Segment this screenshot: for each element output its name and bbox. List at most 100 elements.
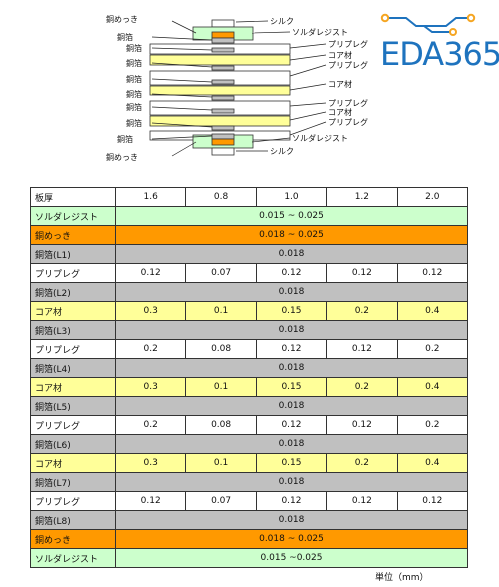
row-label: 銅箔(L5) <box>30 396 116 416</box>
stackup-drawing <box>149 19 327 157</box>
table-row: コア材 0.3 0.1 0.15 0.2 0.4 <box>30 377 469 397</box>
table-row: プリプレグ 0.12 0.07 0.12 0.12 0.12 <box>30 491 469 511</box>
row-label: 銅箔(L7) <box>30 472 116 492</box>
row-value: 0.12 <box>114 491 187 511</box>
label-copper-foil: 銅箔 <box>126 119 142 128</box>
row-value: 0.3 <box>114 301 187 321</box>
row-value: 0.4 <box>396 453 469 473</box>
table-row: 銅箔(L1) 0.018 <box>30 244 468 264</box>
table-row: 銅めっき 0.018 ~ 0.025 <box>30 529 468 549</box>
table-row: コア材 0.3 0.1 0.15 0.2 0.4 <box>30 301 469 321</box>
header-col: 0.8 <box>185 187 257 207</box>
row-value: 0.015 ~0.025 <box>115 548 468 568</box>
table-row: ソルダレジスト 0.015 ~0.025 <box>30 548 468 568</box>
table-row: 銅箔(L8) 0.018 <box>30 510 468 530</box>
table-row: 銅箔(L7) 0.018 <box>30 472 468 492</box>
header-col: 1.0 <box>255 187 328 207</box>
header-col: 1.2 <box>326 187 398 207</box>
table-row: コア材 0.3 0.1 0.15 0.2 0.4 <box>30 453 469 473</box>
label-prepreg: プリプレグ <box>328 40 368 49</box>
label-core: コア材 <box>328 51 352 60</box>
stackup-diagram: 銅めっき 銅箔 銅箔 銅箔 銅箔 銅箔 銅箔 銅箔 銅箔 銅めっき シルク ソル… <box>0 0 499 180</box>
row-label: コア材 <box>30 301 116 321</box>
table-row: 銅箔(L3) 0.018 <box>30 320 468 340</box>
label-prepreg: プリプレグ <box>328 118 368 127</box>
row-label: 銅箔(L4) <box>30 358 116 378</box>
table-row: プリプレグ 0.2 0.08 0.12 0.12 0.2 <box>30 339 469 359</box>
label-silk-top: シルク <box>270 17 294 26</box>
row-label: ソルダレジスト <box>30 206 116 226</box>
label-copper-foil: 銅箔 <box>126 90 142 99</box>
row-label: 銅めっき <box>30 225 116 245</box>
table-row: プリプレグ 0.12 0.07 0.12 0.12 0.12 <box>30 263 469 283</box>
eda365-logo <box>376 8 494 78</box>
table-row: 銅箔(L6) 0.018 <box>30 434 468 454</box>
row-value: 0.15 <box>255 377 328 397</box>
label-silk-bottom: シルク <box>270 147 294 156</box>
label-copper-foil: 銅箔 <box>117 135 133 144</box>
row-value: 0.018 <box>115 434 468 454</box>
row-value: 0.018 <box>115 320 468 340</box>
row-label: 銅箔(L1) <box>30 244 116 264</box>
row-value: 0.3 <box>114 453 187 473</box>
row-label: 銅箔(L3) <box>30 320 116 340</box>
row-value: 0.4 <box>396 377 469 397</box>
row-label: コア材 <box>30 377 116 397</box>
label-core: コア材 <box>328 108 352 117</box>
row-value: 0.018 <box>115 510 468 530</box>
label-copper-foil: 銅箔 <box>126 44 142 53</box>
row-label: プリプレグ <box>30 491 116 511</box>
table-row: ソルダレジスト 0.015 ~ 0.025 <box>30 206 468 226</box>
label-core: コア材 <box>328 80 352 89</box>
row-value: 0.018 <box>115 358 468 378</box>
row-label: ソルダレジスト <box>30 548 116 568</box>
row-value: 0.08 <box>185 415 257 435</box>
header-board-thickness: 板厚 <box>30 187 116 207</box>
label-copper-plating-bottom: 銅めっき <box>106 153 138 162</box>
row-value: 0.1 <box>185 453 257 473</box>
row-value: 0.018 <box>115 396 468 416</box>
label-solder-resist-bottom: ソルダレジスト <box>292 134 348 143</box>
row-value: 0.07 <box>185 263 257 283</box>
row-value: 0.15 <box>255 301 328 321</box>
row-label: 銅箔(L6) <box>30 434 116 454</box>
row-value: 0.2 <box>326 301 398 321</box>
row-value: 0.12 <box>326 415 398 435</box>
table-header-row: 板厚 1.6 0.8 1.0 1.2 2.0 <box>30 187 469 207</box>
row-value: 0.1 <box>185 301 257 321</box>
row-value: 0.08 <box>185 339 257 359</box>
row-value: 0.015 ~ 0.025 <box>115 206 468 226</box>
label-copper-foil: 銅箔 <box>126 103 142 112</box>
table-row: 銅箔(L4) 0.018 <box>30 358 468 378</box>
row-value: 0.1 <box>185 377 257 397</box>
row-label: コア材 <box>30 453 116 473</box>
label-copper-foil: 銅箔 <box>117 33 133 42</box>
row-label: プリプレグ <box>30 263 116 283</box>
header-col: 1.6 <box>114 187 187 207</box>
table-row: 銅箔(L5) 0.018 <box>30 396 468 416</box>
row-value: 0.12 <box>396 491 469 511</box>
row-label: 銅箔(L2) <box>30 282 116 302</box>
table-row: 銅箔(L2) 0.018 <box>30 282 468 302</box>
row-label: 銅箔(L8) <box>30 510 116 530</box>
row-value: 0.018 <box>115 244 468 264</box>
row-value: 0.12 <box>114 263 187 283</box>
row-value: 0.2 <box>114 339 187 359</box>
table-row: プリプレグ 0.2 0.08 0.12 0.12 0.2 <box>30 415 469 435</box>
row-value: 0.12 <box>326 491 398 511</box>
row-label: プリプレグ <box>30 415 116 435</box>
row-value: 0.12 <box>326 339 398 359</box>
row-value: 0.12 <box>396 263 469 283</box>
thickness-spec-table: 板厚 1.6 0.8 1.0 1.2 2.0 ソルダレジスト 0.015 ~ 0.… <box>30 187 469 568</box>
label-copper-foil: 銅箔 <box>126 75 142 84</box>
row-value: 0.15 <box>255 453 328 473</box>
row-value: 0.2 <box>396 415 469 435</box>
row-value: 0.07 <box>185 491 257 511</box>
row-value: 0.12 <box>255 263 328 283</box>
table-row: 銅めっき 0.018 ~ 0.025 <box>30 225 468 245</box>
row-value: 0.2 <box>114 415 187 435</box>
row-value: 0.018 <box>115 472 468 492</box>
label-solder-resist-top: ソルダレジスト <box>292 28 348 37</box>
circuit-trace-icon <box>380 13 476 36</box>
row-value: 0.2 <box>326 453 398 473</box>
